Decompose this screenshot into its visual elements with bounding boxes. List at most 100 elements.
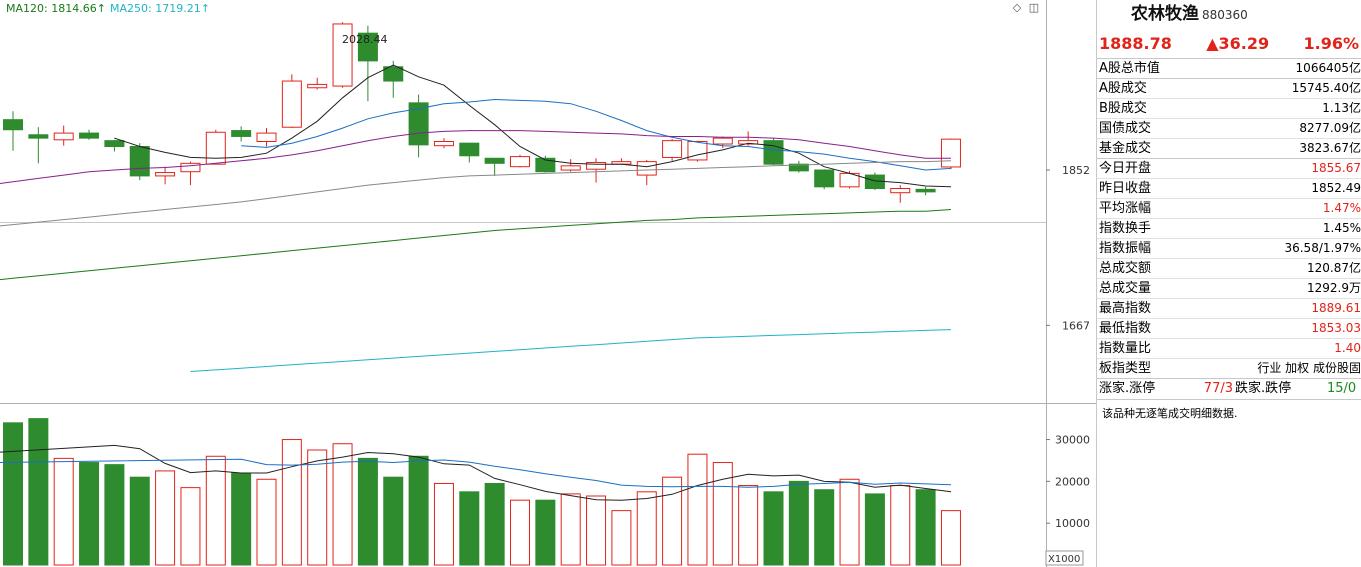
volume-bar-up: [738, 485, 759, 566]
candle-up: [433, 140, 454, 147]
stat-label: 今日开盘: [1099, 161, 1152, 176]
volume-bar-up: [586, 495, 607, 566]
volume-bar-up: [281, 439, 302, 566]
stat-row: B股成交 1.13亿: [1097, 99, 1361, 119]
ma-legend-item: MA250: 1719.21↑: [110, 2, 210, 15]
volume-bar-up: [636, 491, 657, 566]
volume-bar-down: [814, 489, 835, 566]
volume-axis-label: 30000: [1055, 434, 1090, 447]
stat-row: 今日开盘 1855.67: [1097, 159, 1361, 179]
volume-ma-line-vma5: [0, 444, 952, 501]
volume-bar-down: [484, 482, 505, 566]
stat-row: A股成交 15745.40亿: [1097, 79, 1361, 99]
candle-down: [535, 157, 556, 173]
candle-up: [332, 23, 353, 87]
stat-value: 36.58/1.97%: [1284, 241, 1361, 255]
candle-down: [408, 102, 429, 146]
candle-down: [3, 119, 23, 131]
candle-down: [459, 142, 480, 157]
stat-value: 1.47%: [1322, 201, 1361, 215]
candle-down: [814, 169, 835, 188]
volume-bar-down: [864, 493, 885, 566]
candle-up: [712, 137, 733, 145]
candle-down: [231, 130, 252, 137]
stat-row: 总成交额 120.87亿: [1097, 259, 1361, 279]
candle-up: [510, 156, 530, 168]
stat-label: 指数换手: [1099, 221, 1152, 236]
down-count-value: 15/0: [1327, 381, 1357, 396]
volume-bar-down: [459, 491, 480, 566]
stat-value: 1.40: [1334, 341, 1361, 355]
stat-label: A股成交: [1099, 81, 1147, 96]
price-axis-label: 1667: [1062, 319, 1090, 332]
volume-bar-up: [205, 455, 226, 566]
stat-row: 最低指数 1853.03: [1097, 319, 1361, 339]
candle-up: [738, 140, 759, 145]
stat-value: 1889.61: [1311, 301, 1361, 315]
volume-axis-label: 10000: [1055, 517, 1090, 530]
stat-label: 昨日收盘: [1099, 181, 1152, 196]
last-price: 1888.78: [1099, 33, 1172, 53]
stats-list: A股总市值 1066405亿 A股成交 15745.40亿 B股成交 1.13亿 国债成交 8…: [1097, 59, 1361, 379]
price-quote: 1888.78 ▲36.29 1.96%: [1097, 28, 1361, 59]
candle-up: [155, 172, 176, 177]
stat-row: 平均涨幅 1.47%: [1097, 199, 1361, 219]
volume-bar-down: [788, 480, 809, 566]
stat-value: 3823.67亿: [1299, 141, 1361, 155]
candle-up: [256, 132, 277, 142]
volume-bar-down: [28, 418, 49, 566]
candle-down: [788, 163, 809, 172]
stat-row: 板指类型 行业 加权 成份股固: [1097, 359, 1361, 379]
stat-row: 总成交量 1292.9万: [1097, 279, 1361, 299]
candle-up: [586, 161, 607, 170]
up-count-label: 涨家.涨停: [1099, 381, 1156, 396]
ma-line-ma10: [241, 98, 952, 171]
stat-row: 国债成交 8277.09亿: [1097, 119, 1361, 139]
stat-value: 行业 加权 成份股固: [1257, 361, 1361, 375]
candle-up: [205, 131, 226, 165]
volume-axis-label: 20000: [1055, 475, 1090, 488]
candle-down: [129, 146, 150, 177]
volume-bar-down: [535, 499, 556, 566]
kline-chart[interactable]: 1852 1667 30000 20000 10000 X1000 2028.44 MA120…: [0, 0, 1096, 567]
volume-bar-up: [662, 476, 683, 566]
volume-bar-down: [104, 464, 125, 566]
candle-down: [915, 188, 936, 193]
stat-value: 1855.67: [1311, 161, 1361, 175]
ma-line-ma60: [0, 160, 952, 227]
candle-up: [662, 140, 683, 158]
volume-bar-down: [383, 476, 404, 566]
restore-window-icon[interactable]: ◫: [1028, 1, 1040, 14]
ma-line-ma5: [114, 64, 952, 188]
candle-down: [484, 157, 505, 164]
candle-up: [307, 83, 328, 89]
stat-value: 8277.09亿: [1299, 121, 1361, 135]
volume-bar-down: [79, 462, 100, 566]
volume-bar-down: [357, 457, 378, 566]
volume-bar-down: [763, 491, 784, 566]
volume-unit-label: X1000: [1048, 554, 1080, 565]
no-tick-data-note: 该品种无逐笔成交明细数据.: [1102, 407, 1238, 420]
candle-down: [104, 140, 125, 148]
volume-bar-up: [940, 510, 961, 566]
volume-bar-up: [611, 510, 632, 566]
stat-label: A股总市值: [1099, 61, 1160, 76]
limit-row: 涨家.涨停 77/3 跌家.跌停 15/0: [1097, 379, 1361, 400]
candle-up: [53, 132, 74, 141]
candle-up: [940, 138, 961, 168]
kline-chart-area[interactable]: 1852 1667 30000 20000 10000 X1000 2028.44 MA120…: [0, 0, 1096, 567]
stat-value: 1853.03: [1311, 321, 1361, 335]
volume-bar-up: [155, 470, 176, 566]
stat-value: 1852.49: [1311, 181, 1361, 195]
candle-down: [28, 134, 49, 139]
diamond-icon[interactable]: ◇: [1012, 1, 1022, 14]
candle-up: [636, 161, 657, 176]
stat-value: 1.13亿: [1322, 101, 1361, 115]
stat-row: 指数振幅 36.58/1.97%: [1097, 239, 1361, 259]
volume-bar-up: [510, 499, 530, 566]
volume-bar-up: [53, 457, 74, 566]
ma-legend-item: MA120: 1814.66↑: [6, 2, 106, 15]
candle-up: [180, 162, 201, 173]
stat-value: 1.45%: [1322, 221, 1361, 235]
stat-label: 国债成交: [1099, 121, 1152, 136]
